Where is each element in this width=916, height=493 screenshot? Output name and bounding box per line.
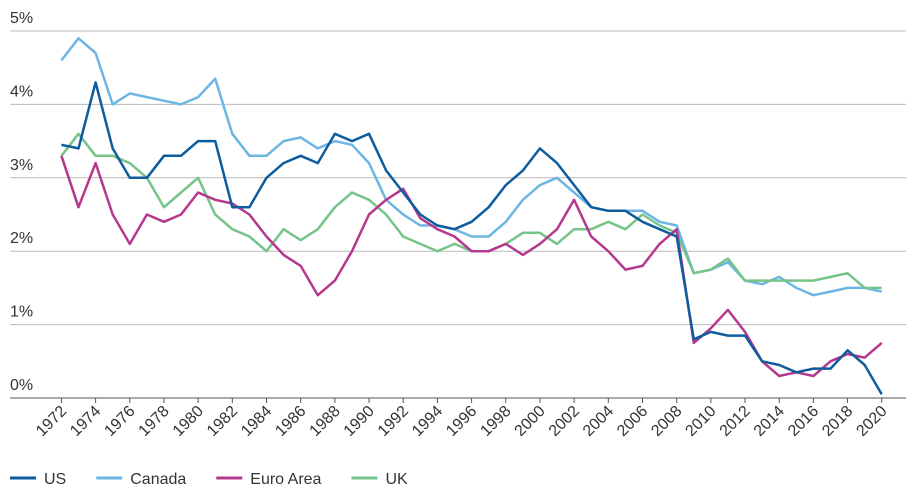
x-tick-label: 1986 [272, 403, 309, 440]
y-tick-label: 0% [10, 377, 33, 394]
x-tick-label: 1974 [67, 403, 104, 440]
y-tick-label: 1% [10, 304, 33, 321]
legend-label: US [44, 471, 66, 488]
x-tick-label: 2006 [614, 403, 651, 440]
legend-label: Euro Area [250, 471, 321, 488]
x-tick-label: 1988 [306, 403, 343, 440]
legend-label: UK [385, 471, 408, 488]
y-tick-label: 5% [10, 10, 33, 27]
x-tick-label: 1992 [375, 403, 412, 440]
x-tick-label: 2020 [853, 403, 890, 440]
x-tick-label: 2018 [819, 403, 856, 440]
x-tick-label: 2014 [751, 403, 788, 440]
x-tick-label: 2012 [717, 403, 754, 440]
x-tick-label: 1990 [341, 403, 378, 440]
x-tick-label: 1998 [477, 403, 514, 440]
series-line [60, 155, 883, 378]
x-tick-label: 1982 [204, 403, 241, 440]
y-tick-label: 3% [10, 157, 33, 174]
x-tick-label: 2000 [512, 403, 549, 440]
y-tick-label: 2% [10, 230, 33, 247]
x-tick-label: 1984 [238, 403, 275, 440]
x-tick-label: 1972 [33, 403, 70, 440]
series-line [61, 81, 883, 395]
series-line [60, 37, 882, 297]
x-tick-label: 1996 [443, 403, 480, 440]
legend-label: Canada [130, 471, 186, 488]
x-tick-label: 1976 [101, 403, 138, 440]
x-tick-label: 2002 [546, 403, 583, 440]
x-tick-label: 2004 [580, 403, 617, 440]
x-tick-label: 1994 [409, 403, 446, 440]
x-tick-label: 2016 [785, 403, 822, 440]
y-tick-label: 4% [10, 83, 33, 100]
x-tick-label: 1978 [136, 403, 173, 440]
x-tick-label: 1980 [170, 403, 207, 440]
x-tick-label: 2010 [682, 403, 719, 440]
x-tick-label: 2008 [648, 403, 685, 440]
